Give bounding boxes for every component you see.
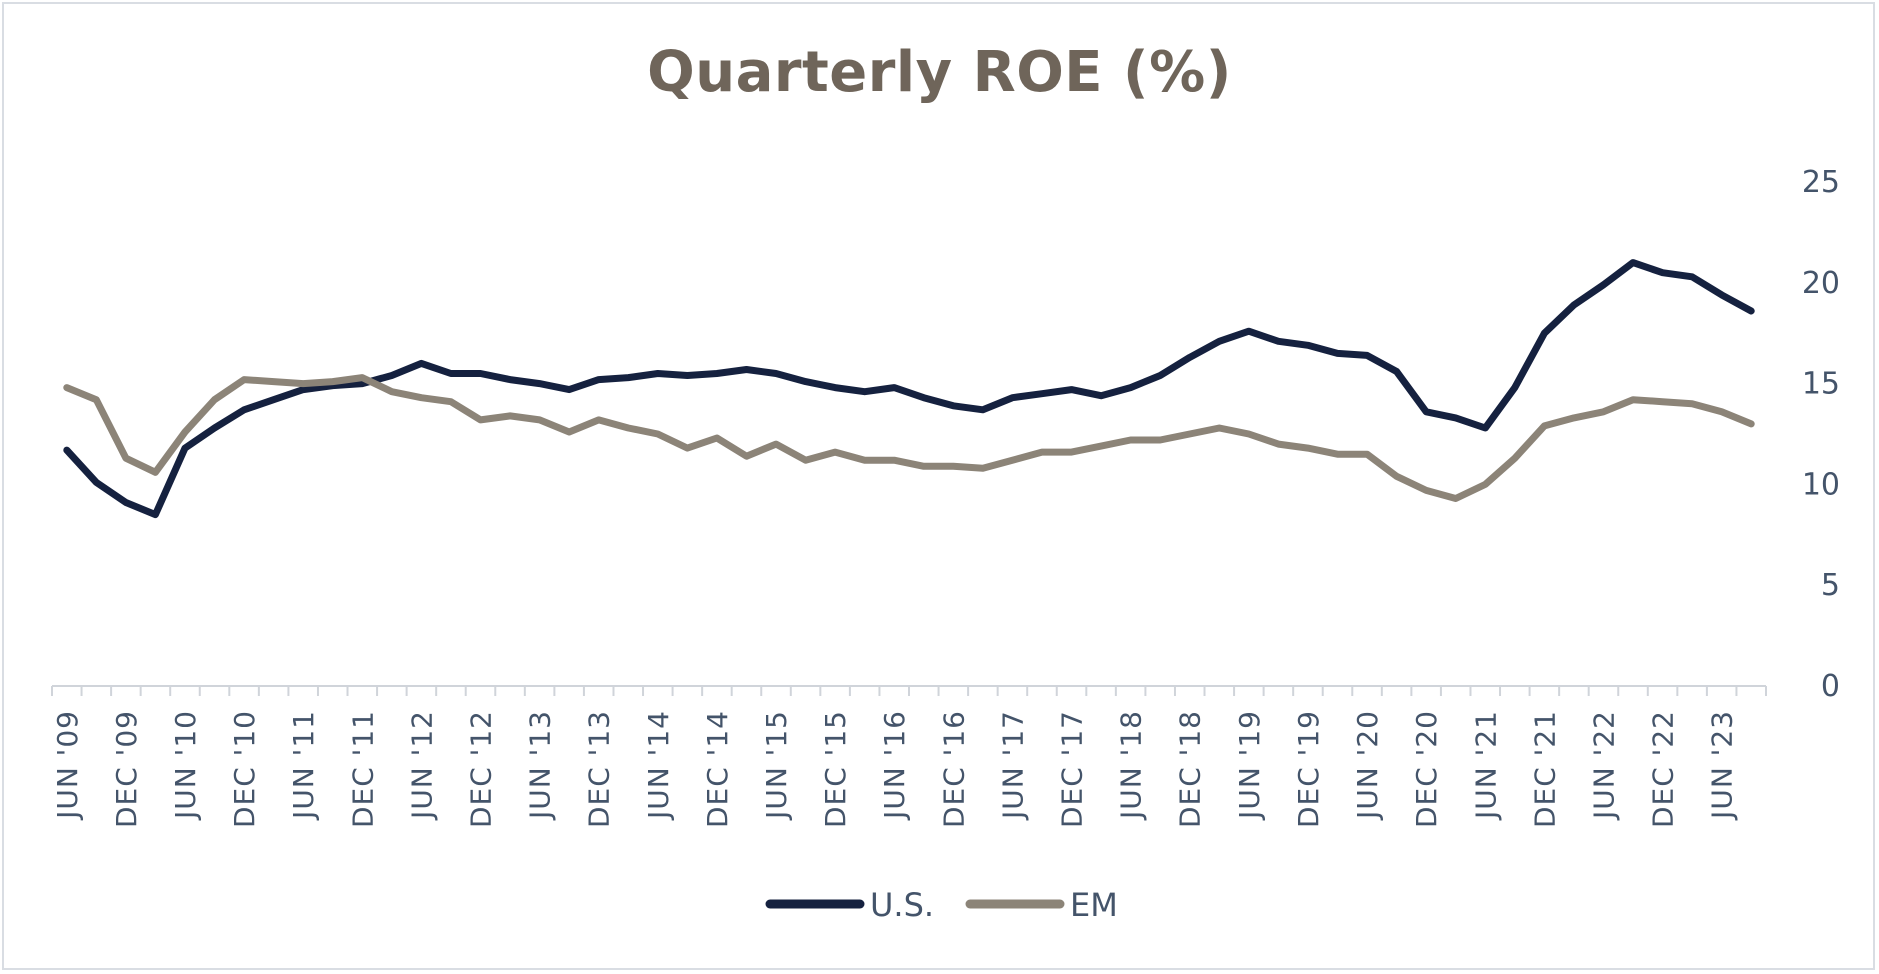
x-tick-label: JUN '11 xyxy=(287,710,320,821)
y-tick-label: 20 xyxy=(1802,266,1840,301)
y-tick-label: 25 xyxy=(1802,165,1840,200)
x-tick-label: DEC '14 xyxy=(701,710,734,828)
x-tick-label: JUN '22 xyxy=(1587,710,1620,821)
x-tick-label: JUN '20 xyxy=(1351,710,1384,821)
y-tick-label: 15 xyxy=(1802,367,1840,402)
y-tick-label: 0 xyxy=(1821,669,1840,704)
x-tick-label: DEC '13 xyxy=(583,710,616,828)
legend: U.S. EM xyxy=(765,886,1118,924)
legend-label-u-s: U.S. xyxy=(870,886,934,924)
x-tick-label: JUN '21 xyxy=(1469,710,1502,821)
x-tick-label: JUN '19 xyxy=(1233,710,1266,821)
y-tick-label: 5 xyxy=(1821,568,1840,603)
x-tick-label: JUN '18 xyxy=(1115,710,1148,821)
series-line-u-s xyxy=(63,259,1755,519)
x-tick-label: DEC '16 xyxy=(937,710,970,828)
x-tick-label: JUN '10 xyxy=(169,710,202,821)
x-tick-label: JUN '17 xyxy=(996,710,1029,821)
series-group xyxy=(63,259,1755,519)
legend-label-em: EM xyxy=(1070,886,1118,924)
x-tick-label: DEC '12 xyxy=(465,710,498,828)
x-tick-label: JUN '09 xyxy=(51,710,84,821)
chart-title: Quarterly ROE (%) xyxy=(647,40,1232,105)
x-tick-label: DEC '21 xyxy=(1528,710,1561,828)
x-tick-label: JUN '23 xyxy=(1706,710,1739,821)
x-tick-label: JUN '14 xyxy=(642,710,675,821)
x-tick-label: DEC '10 xyxy=(228,710,261,828)
x-tick-label: DEC '18 xyxy=(1174,710,1207,828)
x-tick-label: JUN '16 xyxy=(878,710,911,821)
x-axis: JUN '09 DEC '09 JUN '10 DEC '10 JUN '11 DEC '… xyxy=(51,685,1767,828)
x-tick-label: JUN '12 xyxy=(405,710,438,821)
x-tick-label: DEC '09 xyxy=(110,710,143,828)
x-tick-label: JUN '15 xyxy=(760,710,793,821)
x-tick-label: DEC '19 xyxy=(1292,710,1325,828)
series-line-em xyxy=(63,374,1755,502)
y-axis: 0 5 10 15 20 25 xyxy=(1802,165,1840,704)
y-tick-label: 10 xyxy=(1802,467,1840,502)
x-tick-label: JUN '13 xyxy=(524,710,557,821)
x-tick-label: DEC '20 xyxy=(1410,710,1443,828)
x-tick-label: DEC '15 xyxy=(819,710,852,828)
x-tick-label: DEC '11 xyxy=(346,710,379,828)
x-tick-label: DEC '22 xyxy=(1647,710,1680,828)
x-tick-label: DEC '17 xyxy=(1056,710,1089,828)
